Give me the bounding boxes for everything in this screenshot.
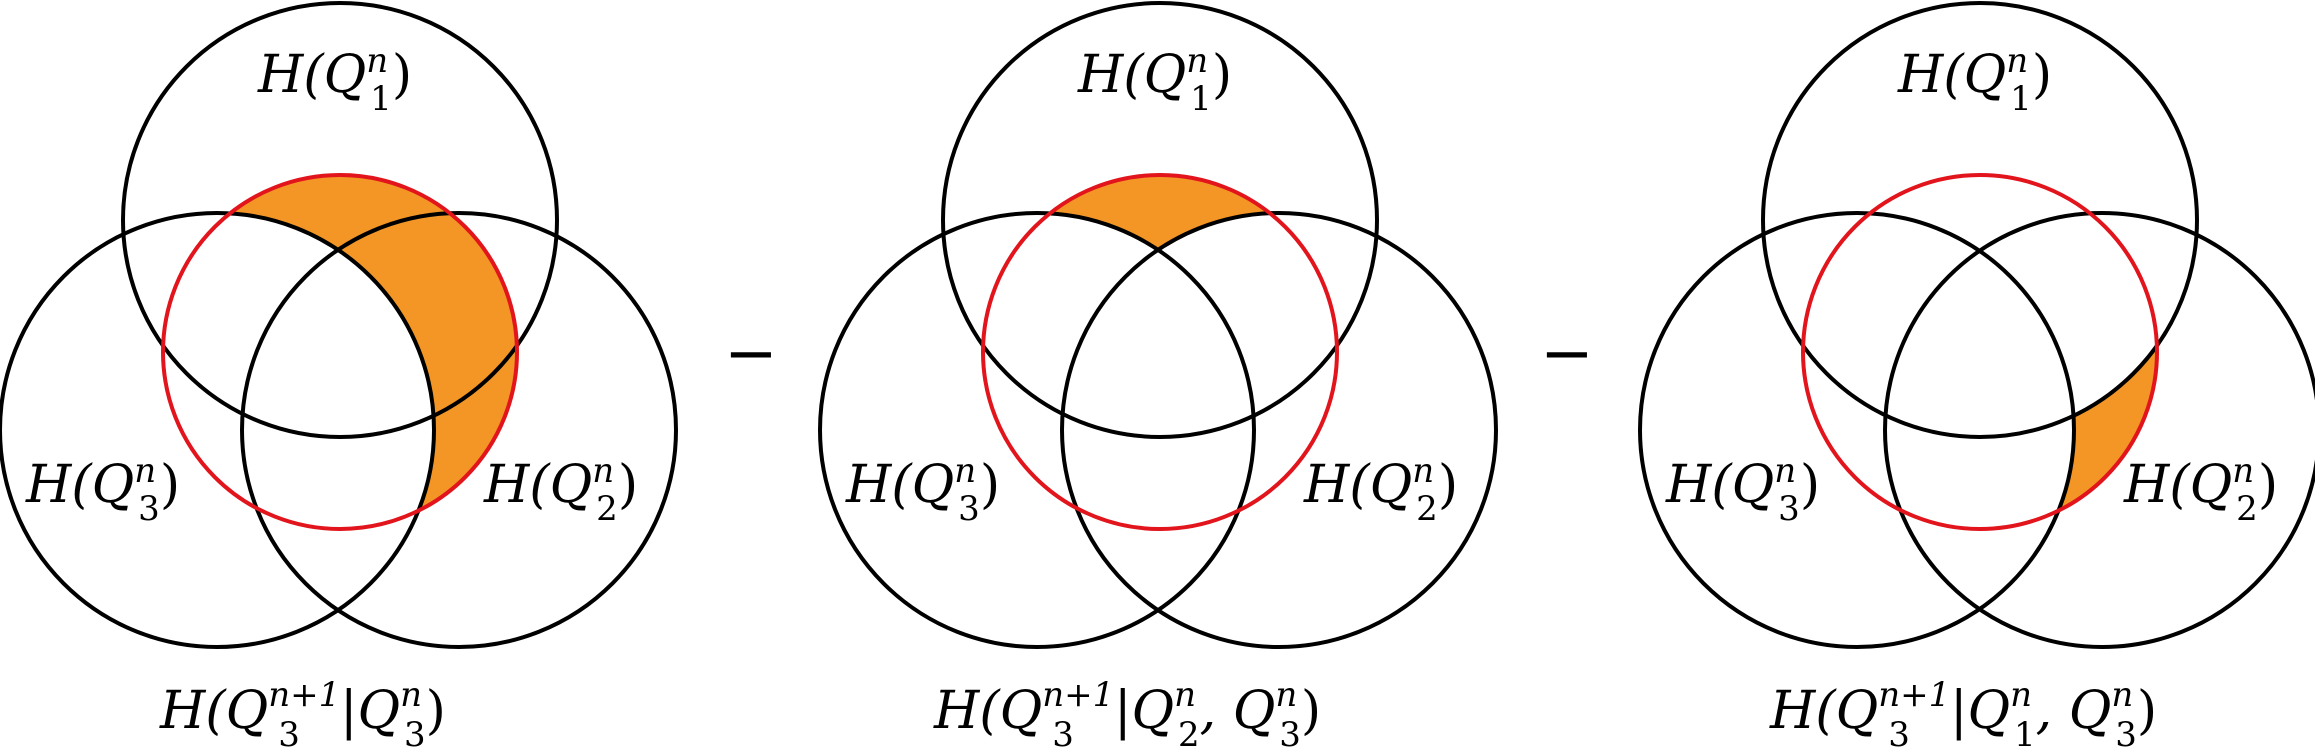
circle-h-q2 [1060,211,1498,649]
label-h-q1: H(Qn 1) [1077,41,1232,119]
label-h-q1: H(Qn 1) [1897,41,2052,119]
label-h-q3: H(Qn 3) [25,451,180,529]
label-h-q2: H(Qn 2) [2123,451,2278,529]
circle-h-q3-next [981,173,1339,531]
circle-h-q3 [818,211,1256,649]
panel-1: H(Qn 1) H(Qn 3) H(Qn 2) H(Qn+1 3 |Qn 3) [0,1,678,751]
caption-panel-3: H(Qn+1 3 |Qn 1, Qn 3) [1769,675,2157,751]
label-h-q1: H(Qn 1) [257,41,412,119]
circle-h-q1 [1761,1,2199,439]
circle-h-q2 [240,211,678,649]
panel-2: H(Qn 1) H(Qn 3) H(Qn 2) H(Qn+1 3 |Qn 2, Qn 3) [818,1,1498,751]
circle-h-q3 [0,211,436,649]
circle-h-q3-next [161,173,519,531]
circle-h-q2 [1883,211,2315,649]
panel-3: H(Qn 1) H(Qn 3) H(Qn 2) H(Qn+1 3 |Qn 1, Qn 3) [1638,1,2315,751]
circle-h-q1 [941,1,1379,439]
label-h-q3: H(Qn 3) [845,451,1000,529]
label-h-q2: H(Qn 2) [483,451,638,529]
label-h-q3: H(Qn 3) [1665,451,1820,529]
circle-h-q3 [1638,211,2076,649]
label-h-q2: H(Qn 2) [1303,451,1458,529]
minus-operator-1: − [724,317,778,391]
caption-panel-2: H(Qn+1 3 |Qn 2, Qn 3) [933,675,1321,751]
minus-operator-2: − [1540,317,1594,391]
circle-h-q3-next [1801,173,2159,531]
caption-panel-1: H(Qn+1 3 |Qn 3) [159,675,446,751]
circle-h-q1 [121,1,559,439]
